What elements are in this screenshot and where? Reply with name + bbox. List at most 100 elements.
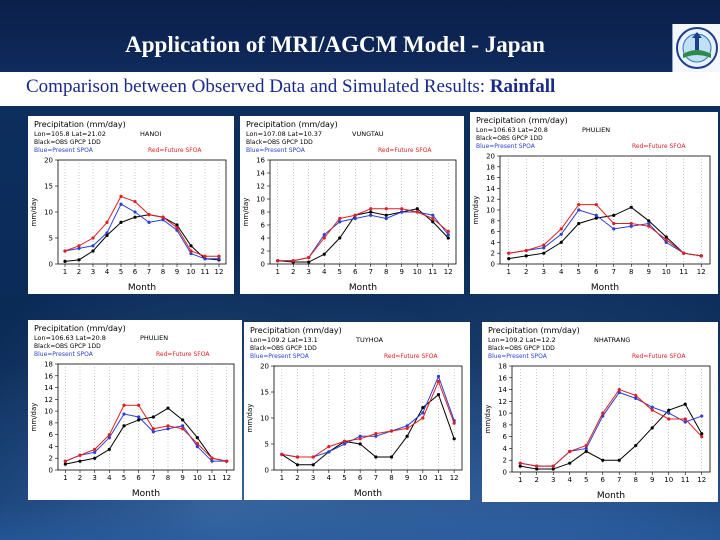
data-point-future [647,224,651,228]
legend-present: Blue=Present SPOA [34,351,94,358]
data-point-observed [137,418,141,422]
x-tick-label: 7 [147,268,151,276]
data-point-present [147,220,151,224]
data-point-present [217,257,221,261]
x-tick-label: 7 [369,268,373,276]
data-point-observed [683,402,687,406]
data-point-observed [322,252,326,256]
data-point-future [535,464,539,468]
chart-phulien-2: Precipitation (mm/day)Lon=106.63 Lat=20.… [30,324,235,499]
x-axis-label: Month [597,491,625,501]
data-point-future [405,426,409,430]
chart-location: Lon=106.63 Lat=20.8 [34,334,106,342]
legend-future: Red=Future SFOA [156,351,210,358]
logo [672,24,720,72]
x-tick-label: 1 [63,268,67,276]
series-line-future [281,380,455,458]
data-point-present [369,213,373,217]
data-point-observed [91,249,95,253]
chart-title: Precipitation (mm/day) [488,326,580,335]
data-point-observed [446,236,450,240]
chart-tuyhoa: Precipitation (mm/day)Lon=109.2 Lat=13.1… [246,326,463,499]
subtitle: Comparison between Observed Data and Sim… [26,76,555,98]
data-point-observed [551,467,555,471]
data-point-observed [650,426,654,430]
x-tick-label: 2 [535,476,539,484]
chart-station: PHULIEN [140,334,168,342]
y-tick-label: 20 [486,153,495,161]
x-tick-label: 4 [568,476,573,484]
data-point-future [311,455,315,459]
y-tick-label: 15 [260,389,269,397]
chart-station: PHULIEN [582,126,610,134]
x-axis-label: Month [349,283,377,293]
data-point-observed [189,244,193,248]
data-point-present [664,240,668,244]
x-tick-label: 11 [434,474,443,482]
series-line-present [281,375,455,458]
y-tick-label: 10 [498,410,507,418]
x-tick-label: 3 [542,268,546,276]
data-point-future [151,427,155,431]
data-point-future [122,403,126,407]
y-tick-label: 5 [265,441,269,449]
data-point-future [161,215,165,219]
data-point-observed [612,213,616,217]
x-tick-label: 5 [338,268,342,276]
data-point-observed [584,449,588,453]
data-point-observed [664,235,668,239]
data-point-future [217,254,221,258]
legend-observed: Black=OBS GPCP 1DD [476,135,543,142]
series-line-future [508,204,702,257]
y-tick-label: 16 [498,374,507,382]
data-point-observed [389,455,394,459]
data-point-present [133,210,137,214]
data-point-future [431,216,435,221]
chart-hanoi: Precipitation (mm/day)Lon=105.8 Lat=21.0… [30,120,227,293]
x-tick-label: 5 [584,476,588,484]
legend-present: Blue=Present SPOA [34,147,94,154]
data-point-future [175,226,179,230]
x-tick-label: 11 [428,268,437,276]
chart-station: NHATRANG [594,336,630,344]
legend-present: Blue=Present SPOA [488,353,548,360]
data-point-present [151,430,155,434]
data-point-future [91,236,95,240]
data-point-present [400,210,404,214]
x-tick-label: 6 [136,474,141,482]
data-point-future [524,248,528,253]
data-point-present [181,424,185,428]
y-tick-label: 14 [256,170,265,178]
data-point-present [647,221,651,226]
data-point-future [446,229,450,234]
data-point-future [63,459,67,463]
data-point-present [559,232,563,236]
y-axis-label: mm/day [242,198,250,227]
data-point-observed [629,205,633,209]
data-point-observed [507,257,511,261]
data-point-observed [374,455,378,459]
chart-location: Lon=109.2 Lat=12.2 [488,336,556,344]
data-point-future [93,447,97,451]
data-point-future [568,449,572,453]
series-line-observed [64,214,220,262]
data-point-future [280,452,284,456]
chart-title: Precipitation (mm/day) [246,120,338,129]
series-line-present [65,413,227,462]
plot-area [57,363,235,471]
chart-panel-nhatrang: Precipitation (mm/day) Lon=109.2 Lat=12.2… [482,322,718,502]
data-point-present [338,220,342,224]
data-point-future [700,435,704,439]
y-tick-label: 10 [44,209,53,217]
data-point-observed [338,236,342,240]
y-tick-label: 10 [44,408,53,416]
subtitle-bar: Comparison between Observed Data and Sim… [0,72,720,106]
y-tick-label: 2 [491,250,495,258]
x-tick-label: 12 [222,474,231,482]
x-tick-label: 8 [161,268,165,276]
data-point-present [166,427,170,431]
data-point-future [181,427,185,431]
data-point-observed [358,442,362,446]
data-point-present [584,446,588,451]
y-tick-label: 16 [486,174,495,182]
